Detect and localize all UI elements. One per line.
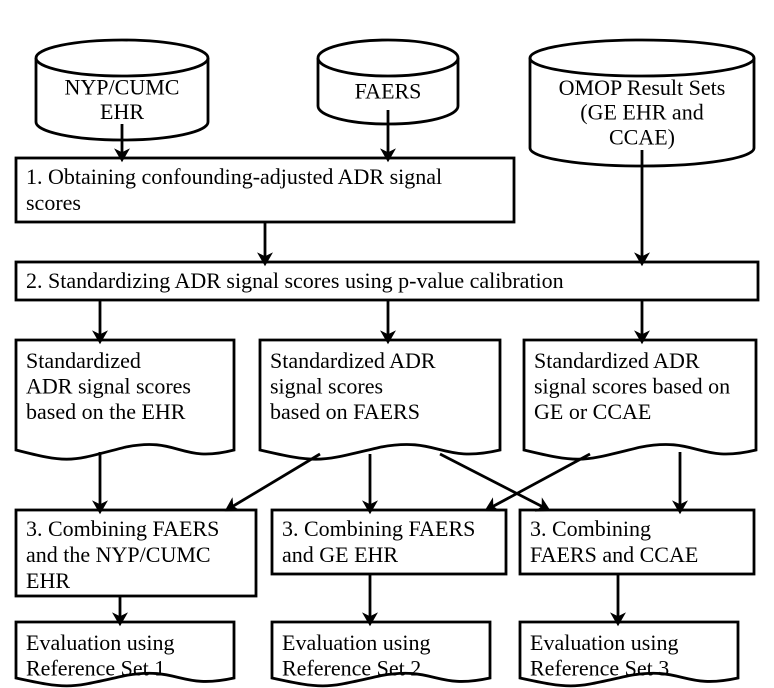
cylinder-omop: OMOP Result Sets(GE EHR andCCAE): [530, 40, 754, 166]
doc-eval-a-line: Evaluation using: [26, 630, 174, 655]
step3a-box-line: and the NYP/CUMC: [26, 542, 211, 567]
arrow-std-faers-to-3a: [230, 454, 320, 508]
doc-eval-c-line: Evaluation using: [530, 630, 678, 655]
doc-eval-b: Evaluation usingReference Set 2: [272, 622, 490, 686]
doc-eval-b-line: Evaluation using: [282, 630, 430, 655]
cylinder-ehr-line: NYP/CUMC: [65, 74, 180, 99]
doc-eval-c-line: Reference Set 3: [530, 656, 669, 681]
arrow-std-omop-to-3b: [490, 454, 590, 508]
doc-std-ehr-line: based on the EHR: [26, 399, 186, 424]
doc-std-faers-line: signal scores: [270, 374, 383, 399]
step3b-box: 3. Combining FAERSand GE EHR: [272, 510, 506, 574]
cylinder-ehr-line: EHR: [100, 99, 144, 124]
doc-eval-a: Evaluation usingReference Set 1: [16, 622, 234, 686]
step3c-box-line: 3. Combining: [530, 516, 651, 541]
cylinder-faers-line: FAERS: [355, 79, 422, 104]
doc-std-ehr-line: Standardized: [26, 348, 141, 373]
step2-box-line: 2. Standardizing ADR signal scores using…: [26, 268, 564, 293]
doc-std-faers: Standardized ADRsignal scoresbased on FA…: [260, 340, 500, 459]
step3a-box-line: EHR: [26, 568, 70, 593]
step3c-box: 3. CombiningFAERS and CCAE: [520, 510, 754, 574]
cylinder-omop-line: OMOP Result Sets: [559, 75, 726, 100]
doc-eval-a-line: Reference Set 1: [26, 656, 165, 681]
doc-std-ehr-line: ADR signal scores: [26, 374, 191, 399]
step3a-box: 3. Combining FAERSand the NYP/CUMCEHR: [16, 510, 256, 596]
step1-box-line: scores: [26, 190, 81, 215]
doc-std-omop-line: Standardized ADR: [534, 348, 700, 373]
doc-std-faers-line: Standardized ADR: [270, 348, 436, 373]
step3c-box-line: FAERS and CCAE: [530, 542, 698, 567]
cylinder-omop-line: CCAE): [609, 124, 675, 149]
cylinder-omop-line: (GE EHR and: [580, 100, 703, 125]
doc-std-faers-line: based on FAERS: [270, 399, 420, 424]
step3b-box-line: 3. Combining FAERS: [282, 516, 475, 541]
doc-eval-c: Evaluation usingReference Set 3: [520, 622, 738, 686]
step1-box: 1. Obtaining confounding-adjusted ADR si…: [16, 158, 514, 222]
doc-std-omop-line: GE or CCAE: [534, 399, 651, 424]
doc-std-omop: Standardized ADRsignal scores based onGE…: [524, 340, 756, 459]
doc-std-omop-line: signal scores based on: [534, 374, 730, 399]
step3b-box-line: and GE EHR: [282, 542, 398, 567]
step2-box: 2. Standardizing ADR signal scores using…: [16, 262, 758, 300]
step1-box-line: 1. Obtaining confounding-adjusted ADR si…: [26, 164, 442, 189]
step3a-box-line: 3. Combining FAERS: [26, 516, 219, 541]
doc-eval-b-line: Reference Set 2: [282, 656, 421, 681]
doc-std-ehr: StandardizedADR signal scoresbased on th…: [16, 340, 234, 459]
arrow-std-faers-to-3c: [440, 454, 545, 508]
